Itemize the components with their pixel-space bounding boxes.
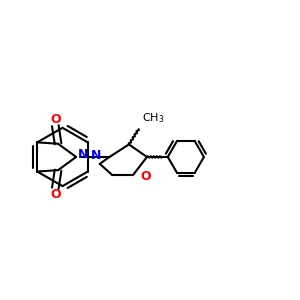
Text: O: O	[141, 170, 152, 183]
Text: O: O	[50, 188, 61, 201]
Text: N: N	[77, 148, 88, 161]
Text: O: O	[50, 113, 61, 126]
Text: N: N	[91, 149, 102, 162]
Text: CH$_3$: CH$_3$	[142, 111, 164, 125]
